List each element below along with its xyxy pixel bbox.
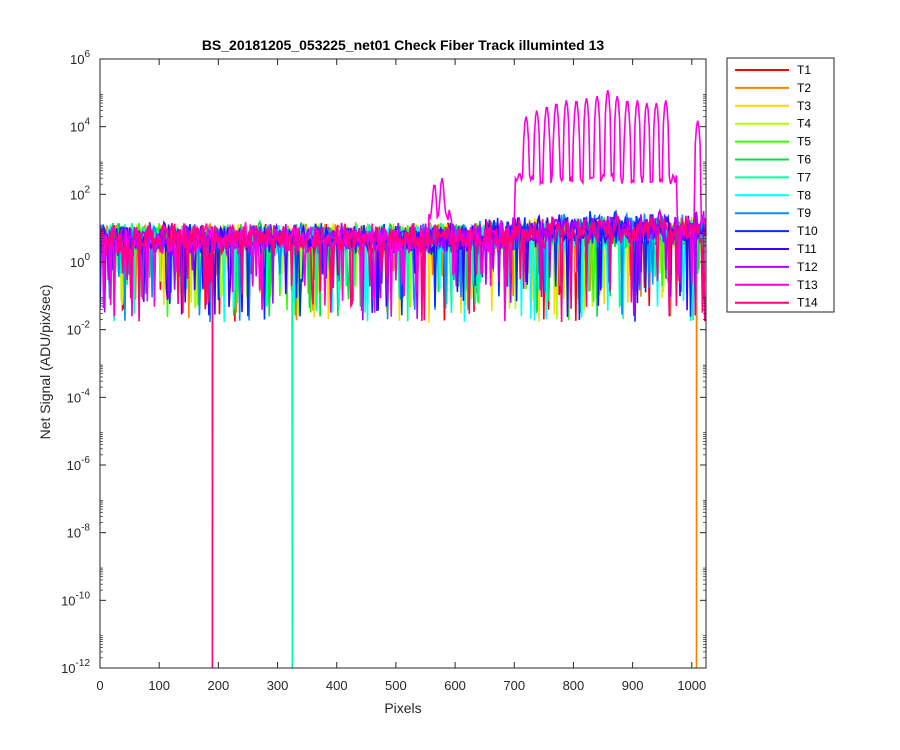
legend-label-t9: T9 — [797, 206, 811, 220]
y-tick-label: 10-10 — [61, 590, 90, 608]
x-tick-label: 500 — [385, 678, 407, 693]
legend: T1 T2 T3 T4 T5 T6 T7 T8 T9 T10 T11 T12 T13 T14 — [726, 57, 835, 313]
y-tick-label: 100 — [70, 252, 90, 270]
x-tick-label: 900 — [622, 678, 644, 693]
x-tick-label: 100 — [148, 678, 170, 693]
legend-label-t5: T5 — [797, 135, 811, 149]
axes-box — [99, 58, 707, 669]
legend-label-t3: T3 — [797, 99, 811, 113]
legend-label-t10: T10 — [797, 224, 818, 238]
x-tick-label: 300 — [267, 678, 289, 693]
legend-label-t6: T6 — [797, 153, 811, 167]
y-tick-label: 102 — [70, 184, 90, 202]
axes: 0 100 200 300 400 500 600 700 800 900 1000 10-12 10-… — [61, 49, 707, 693]
plot-area — [100, 90, 706, 668]
y-axis-label: Net Signal (ADU/pix/sec) — [37, 285, 53, 440]
series-line-t12 — [100, 208, 706, 321]
legend-label-t7: T7 — [797, 170, 811, 184]
legend-label-t2: T2 — [797, 81, 811, 95]
legend-box — [726, 57, 835, 313]
y-tick-label: 106 — [70, 49, 90, 67]
legend-label-t12: T12 — [797, 260, 818, 274]
legend-label-t14: T14 — [797, 296, 818, 310]
x-tick-label: 0 — [96, 678, 103, 693]
x-tick-label: 600 — [444, 678, 466, 693]
y-tick-label: 104 — [70, 117, 90, 135]
legend-label-t13: T13 — [797, 278, 818, 292]
legend-label-t8: T8 — [797, 188, 811, 202]
x-tick-label: 700 — [503, 678, 525, 693]
legend-label-t4: T4 — [797, 117, 811, 131]
y-tick-label: 10-8 — [67, 523, 91, 541]
x-tick-label: 800 — [563, 678, 585, 693]
y-tick-label: 10-4 — [67, 387, 91, 405]
x-axis-label: Pixels — [384, 700, 421, 716]
legend-label-t1: T1 — [797, 63, 811, 77]
series-line-t14 — [100, 212, 706, 668]
series-line-t13 — [100, 90, 706, 322]
y-tick-label: 10-2 — [67, 320, 91, 338]
x-tick-label: 400 — [326, 678, 348, 693]
y-tick-label: 10-12 — [61, 658, 90, 676]
legend-label-t11: T11 — [797, 242, 817, 256]
x-tick-label: 200 — [208, 678, 230, 693]
chart-title: BS_20181205_053225_net01 Check Fiber Tra… — [202, 37, 605, 53]
x-tick-label: 1000 — [677, 678, 706, 693]
y-tick-label: 10-6 — [67, 455, 91, 473]
